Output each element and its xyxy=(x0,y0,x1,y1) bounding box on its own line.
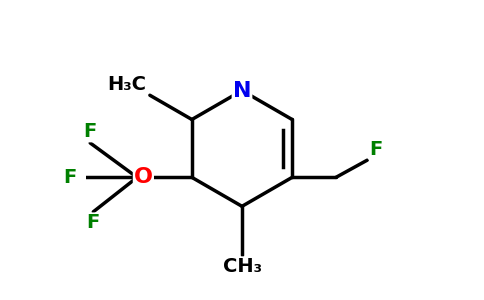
Text: F: F xyxy=(369,140,382,159)
Text: H₃C: H₃C xyxy=(108,75,147,94)
Text: F: F xyxy=(87,213,100,232)
Text: N: N xyxy=(233,81,251,100)
Text: O: O xyxy=(134,167,153,188)
Text: F: F xyxy=(84,122,97,141)
Text: CH₃: CH₃ xyxy=(223,257,261,276)
Text: F: F xyxy=(63,168,76,187)
